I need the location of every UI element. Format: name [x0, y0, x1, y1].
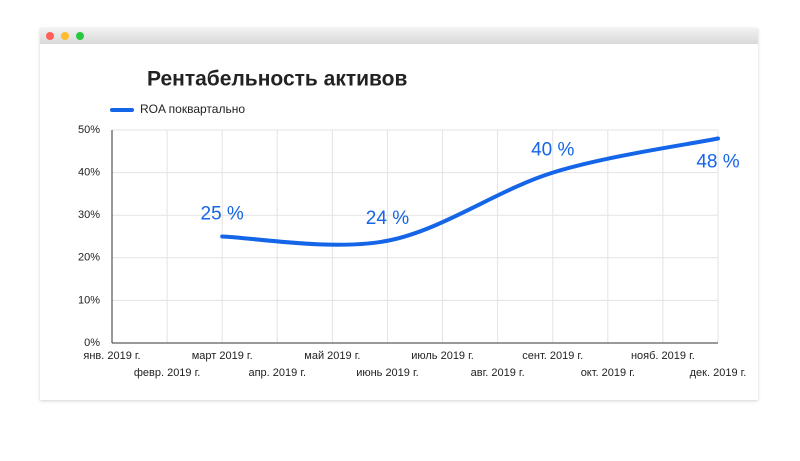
- y-tick-label: 50%: [78, 124, 100, 136]
- y-tick-label: 0%: [84, 337, 100, 349]
- browser-window: [40, 28, 758, 400]
- y-tick-label: 10%: [78, 294, 100, 306]
- legend-label: ROA поквартально: [140, 102, 245, 116]
- x-tick-label: окт. 2019 г.: [581, 367, 635, 379]
- x-tick-label: сент. 2019 г.: [522, 350, 583, 362]
- x-tick-label: нояб. 2019 г.: [631, 350, 695, 362]
- x-tick-label: февр. 2019 г.: [134, 367, 201, 379]
- x-tick-label: июнь 2019 г.: [356, 367, 419, 379]
- x-tick-label: июль 2019 г.: [411, 350, 474, 362]
- y-tick-label: 20%: [78, 252, 100, 264]
- close-button[interactable]: [46, 32, 54, 40]
- line: [220, 136, 720, 247]
- x-tick-label: янв. 2019 г.: [83, 350, 140, 362]
- chart-title: Рентабельность активов: [147, 68, 407, 91]
- y-tick-label: 40%: [78, 167, 100, 179]
- x-tick-label: март 2019 г.: [192, 350, 253, 362]
- x-tick-label: авг. 2019 г.: [471, 367, 525, 379]
- minimize-button[interactable]: [61, 32, 69, 40]
- maximize-button[interactable]: [76, 32, 84, 40]
- y-tick-label: 30%: [78, 209, 100, 221]
- data-label: 40 %: [531, 140, 574, 161]
- x-tick-label: дек. 2019 г.: [690, 367, 747, 379]
- chart: 0% 10% 20% 30% 40% 50% янв. 2019 г. февр. 2019 …: [78, 102, 746, 379]
- data-label: 24 %: [366, 208, 409, 229]
- x-tick-label: апр. 2019 г.: [248, 367, 306, 379]
- x-tick-label: май 2019 г.: [304, 350, 360, 362]
- browser-toolbar: [40, 28, 758, 44]
- data-label: 48 %: [696, 152, 739, 173]
- data-label: 25 %: [201, 204, 244, 225]
